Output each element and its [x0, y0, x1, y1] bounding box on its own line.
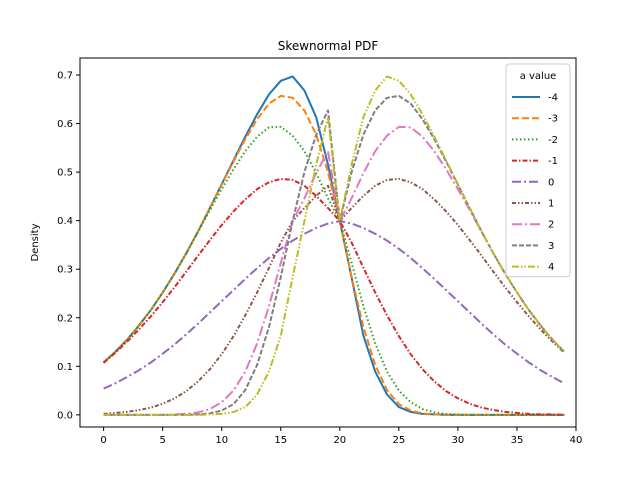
- legend-label: 0: [548, 177, 554, 188]
- series-line-2: [102, 125, 565, 416]
- legend: a value -4 -3 -2 -1 0 1 2 3 4: [505, 63, 571, 278]
- plot-frame: [79, 57, 577, 428]
- legend-title: a value: [520, 71, 557, 82]
- series-line-8: [103, 75, 565, 416]
- legend-label: 3: [548, 241, 554, 252]
- x-tick-label: 20: [333, 435, 346, 446]
- legend-entry-0: -4: [512, 93, 558, 104]
- legend-label: -3: [548, 114, 558, 125]
- y-tick-label: 0.3: [57, 265, 73, 276]
- y-tick-label: 0.4: [57, 216, 73, 227]
- legend-entry-4: 0: [512, 177, 554, 188]
- y-axis-ticks: 0.0 0.1 0.2 0.3 0.4 0.5 0.6 0.7: [57, 70, 80, 421]
- series-line-0: [102, 75, 565, 416]
- x-tick-label: 25: [392, 435, 405, 446]
- x-tick-label: 10: [215, 435, 228, 446]
- legend-entry-6: 2: [512, 220, 554, 231]
- x-tick-label: 15: [274, 435, 287, 446]
- legend-label: 1: [548, 199, 554, 210]
- legend-label: 4: [548, 262, 554, 273]
- y-tick-label: 0.6: [57, 119, 73, 130]
- y-tick-label: 0.5: [57, 168, 73, 179]
- legend-label: 2: [548, 220, 554, 231]
- chart-title: Skewnormal PDF: [278, 39, 379, 53]
- x-tick-label: 40: [570, 435, 583, 446]
- series-lines: [102, 75, 565, 416]
- legend-entry-1: -3: [512, 114, 558, 125]
- legend-entry-5: 1: [512, 199, 554, 210]
- x-tick-label: 30: [452, 435, 465, 446]
- legend-entry-3: -1: [512, 156, 558, 167]
- x-tick-label: 0: [100, 435, 106, 446]
- series-line-3: [102, 177, 565, 416]
- y-tick-label: 0.2: [57, 313, 73, 324]
- x-tick-label: 5: [159, 435, 165, 446]
- y-tick-label: 0.1: [57, 362, 73, 373]
- y-tick-label: 0.7: [57, 70, 73, 81]
- legend-label: -1: [548, 156, 558, 167]
- y-axis-label: Density: [30, 223, 41, 261]
- legend-entry-7: 3: [512, 241, 554, 252]
- legend-label: -2: [548, 135, 558, 146]
- legend-label: -4: [548, 93, 558, 104]
- series-line-4: [103, 220, 565, 390]
- legend-entry-8: 4: [512, 262, 554, 273]
- legend-entry-2: -2: [512, 135, 558, 146]
- series-line-5: [103, 177, 565, 415]
- series-line-1: [102, 94, 565, 416]
- x-axis-ticks: 0 5 10 15 20 25 30 35 40: [100, 427, 582, 446]
- legend-entries: -4 -3 -2 -1 0 1 2 3 4: [512, 93, 558, 273]
- y-tick-label: 0.0: [57, 410, 73, 421]
- x-tick-label: 35: [511, 435, 524, 446]
